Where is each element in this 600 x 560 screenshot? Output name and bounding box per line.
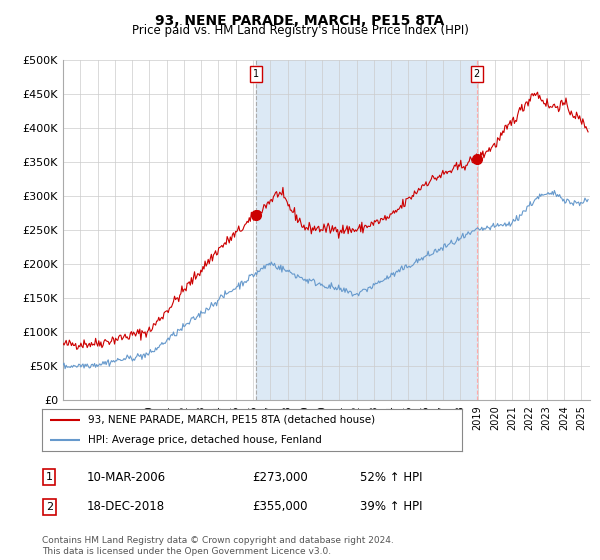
Text: 18-DEC-2018: 18-DEC-2018 [87,500,165,514]
Text: 2: 2 [474,69,480,79]
Text: 52% ↑ HPI: 52% ↑ HPI [360,470,422,484]
Text: Contains HM Land Registry data © Crown copyright and database right 2024.
This d: Contains HM Land Registry data © Crown c… [42,536,394,556]
Text: 10-MAR-2006: 10-MAR-2006 [87,470,166,484]
Text: 1: 1 [253,69,259,79]
Bar [256,60,477,400]
Text: 93, NENE PARADE, MARCH, PE15 8TA (detached house): 93, NENE PARADE, MARCH, PE15 8TA (detach… [88,415,376,424]
Text: 1: 1 [46,472,53,482]
Text: 39% ↑ HPI: 39% ↑ HPI [360,500,422,514]
Text: Price paid vs. HM Land Registry's House Price Index (HPI): Price paid vs. HM Land Registry's House … [131,24,469,37]
Text: £355,000: £355,000 [252,500,308,514]
Text: 2: 2 [46,502,53,512]
Text: 93, NENE PARADE, MARCH, PE15 8TA: 93, NENE PARADE, MARCH, PE15 8TA [155,14,445,28]
Text: HPI: Average price, detached house, Fenland: HPI: Average price, detached house, Fenl… [88,435,322,445]
Text: £273,000: £273,000 [252,470,308,484]
